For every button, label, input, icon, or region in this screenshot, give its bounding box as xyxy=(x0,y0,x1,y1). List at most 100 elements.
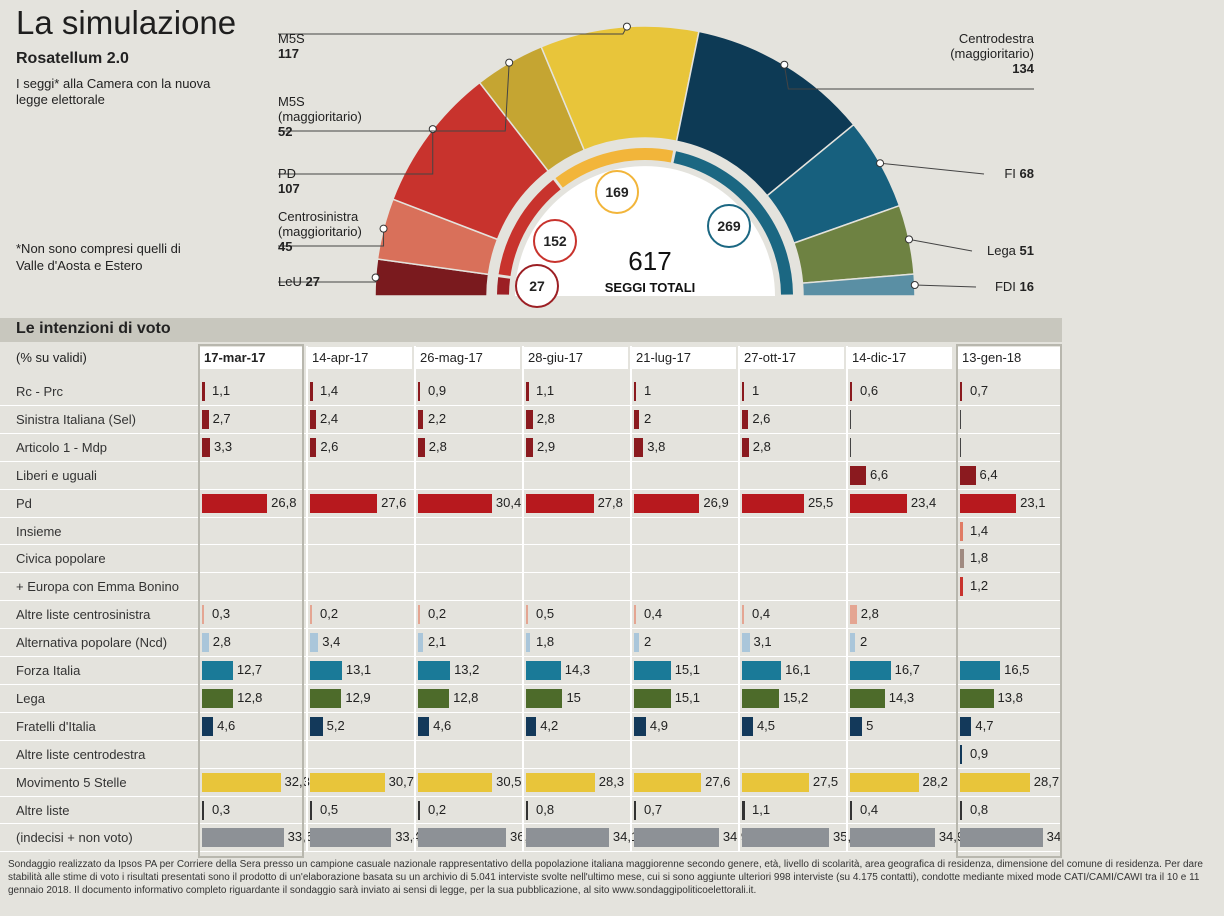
data-value: 5 xyxy=(866,717,874,733)
data-value: 1,1 xyxy=(752,801,771,817)
data-value: 15,1 xyxy=(674,662,701,677)
data-value: 34 xyxy=(1046,829,1062,845)
data-bar xyxy=(850,772,919,792)
data-bar xyxy=(742,493,804,513)
row-label: Insieme xyxy=(16,523,62,539)
group-arc-1 xyxy=(498,179,561,277)
data-bar-minimal xyxy=(960,409,961,429)
first-column-frame xyxy=(198,344,304,859)
data-bar xyxy=(742,716,753,736)
leader-dot-7 xyxy=(904,235,913,244)
data-value: 0,2 xyxy=(428,606,447,622)
data-value: 1 xyxy=(752,383,760,398)
row-divider xyxy=(0,851,1062,853)
group-circle-0 xyxy=(515,264,559,308)
data-value: 13,1 xyxy=(345,662,372,677)
data-bar xyxy=(960,577,963,597)
data-value: 27,6 xyxy=(705,773,731,789)
data-value: 30,7 xyxy=(388,773,414,789)
section-title: Le intenzioni di voto xyxy=(16,320,171,337)
data-value: 13,2 xyxy=(454,662,480,677)
data-value: 33,4 xyxy=(395,829,421,845)
row-divider xyxy=(0,516,1062,518)
row-divider xyxy=(0,404,1062,406)
data-bar xyxy=(310,800,312,820)
data-bar xyxy=(418,605,420,625)
group-arc-3 xyxy=(673,151,793,295)
data-value: 0,9 xyxy=(428,383,447,398)
data-value: 0,7 xyxy=(970,383,989,398)
data-bar xyxy=(960,549,965,569)
data-value: 2 xyxy=(860,634,868,650)
data-bar-minimal xyxy=(850,437,851,457)
data-value: 2,2 xyxy=(428,410,447,426)
data-bar xyxy=(850,688,885,708)
group-value-0: 27 xyxy=(529,278,545,294)
row-label: Articolo 1 - Mdp xyxy=(16,439,108,455)
row-divider xyxy=(0,767,1062,769)
data-bar xyxy=(742,437,749,457)
row-label: Alternativa popolare (Ncd) xyxy=(16,635,168,651)
data-bar xyxy=(634,409,639,429)
data-bar xyxy=(310,409,316,429)
data-value: 3,8 xyxy=(647,438,666,454)
data-value: 14,3 xyxy=(564,662,591,677)
data-bar xyxy=(202,828,284,848)
data-bar xyxy=(310,633,319,653)
leader-line-6 xyxy=(880,162,985,175)
party-label-2: PD 107 xyxy=(278,166,300,196)
row-label: Altre liste centrodestra xyxy=(16,746,146,762)
data-bar xyxy=(634,605,636,625)
data-bar xyxy=(418,772,493,792)
row-divider xyxy=(0,739,1062,741)
data-bar xyxy=(960,382,962,401)
data-value: 4,9 xyxy=(649,717,668,733)
data-bar xyxy=(960,716,972,736)
row-divider xyxy=(0,656,1062,657)
data-bar xyxy=(960,772,1030,792)
row-divider xyxy=(0,711,1062,713)
data-value: 1,1 xyxy=(536,383,555,398)
data-value: 4,7 xyxy=(975,717,994,733)
data-value: 4,2 xyxy=(540,717,559,733)
data-value: 2,1 xyxy=(428,634,447,650)
column-header: 13-gen-18 xyxy=(958,347,1060,369)
data-value: 1 xyxy=(644,383,652,398)
data-value: 27,8 xyxy=(597,494,623,510)
data-bar xyxy=(960,688,994,708)
data-value: 28,7 xyxy=(1033,773,1060,789)
subtitle-description: I seggi* alla Camera con la nuova legge … xyxy=(16,76,211,107)
data-value: 12,9 xyxy=(345,689,371,705)
data-value: 28,2 xyxy=(922,773,948,789)
data-value: 5,2 xyxy=(326,717,345,733)
leader-dot-1 xyxy=(379,224,388,233)
data-bar xyxy=(742,661,782,680)
row-label: Altre liste centrosinistra xyxy=(16,607,151,623)
data-bar xyxy=(202,633,209,653)
row-label: Lega xyxy=(16,690,45,706)
column-divider xyxy=(738,346,740,853)
column-divider xyxy=(414,346,416,853)
data-bar xyxy=(310,772,385,792)
data-bar xyxy=(418,661,451,680)
data-bar xyxy=(310,661,342,680)
subtitle: Rosatellum 2.0 xyxy=(16,50,129,67)
data-value: 3,4 xyxy=(322,634,341,650)
data-bar xyxy=(202,605,204,625)
total-label: SEGGI TOTALI xyxy=(605,280,696,295)
data-bar xyxy=(418,828,506,848)
data-bar xyxy=(418,716,430,736)
data-bar xyxy=(742,688,779,708)
column-divider xyxy=(306,346,308,853)
data-value: 13,8 xyxy=(997,689,1023,705)
data-bar xyxy=(202,661,233,680)
data-value: 4,6 xyxy=(433,717,452,733)
row-label: + Europa con Emma Bonino xyxy=(16,579,179,595)
data-bar xyxy=(418,437,425,457)
data-bar xyxy=(202,382,205,401)
column-header: 14-dic-17 xyxy=(848,347,952,369)
data-bar xyxy=(202,716,214,736)
data-value: 0,3 xyxy=(212,606,231,622)
data-value: 15 xyxy=(566,689,581,705)
data-bar xyxy=(960,744,963,764)
